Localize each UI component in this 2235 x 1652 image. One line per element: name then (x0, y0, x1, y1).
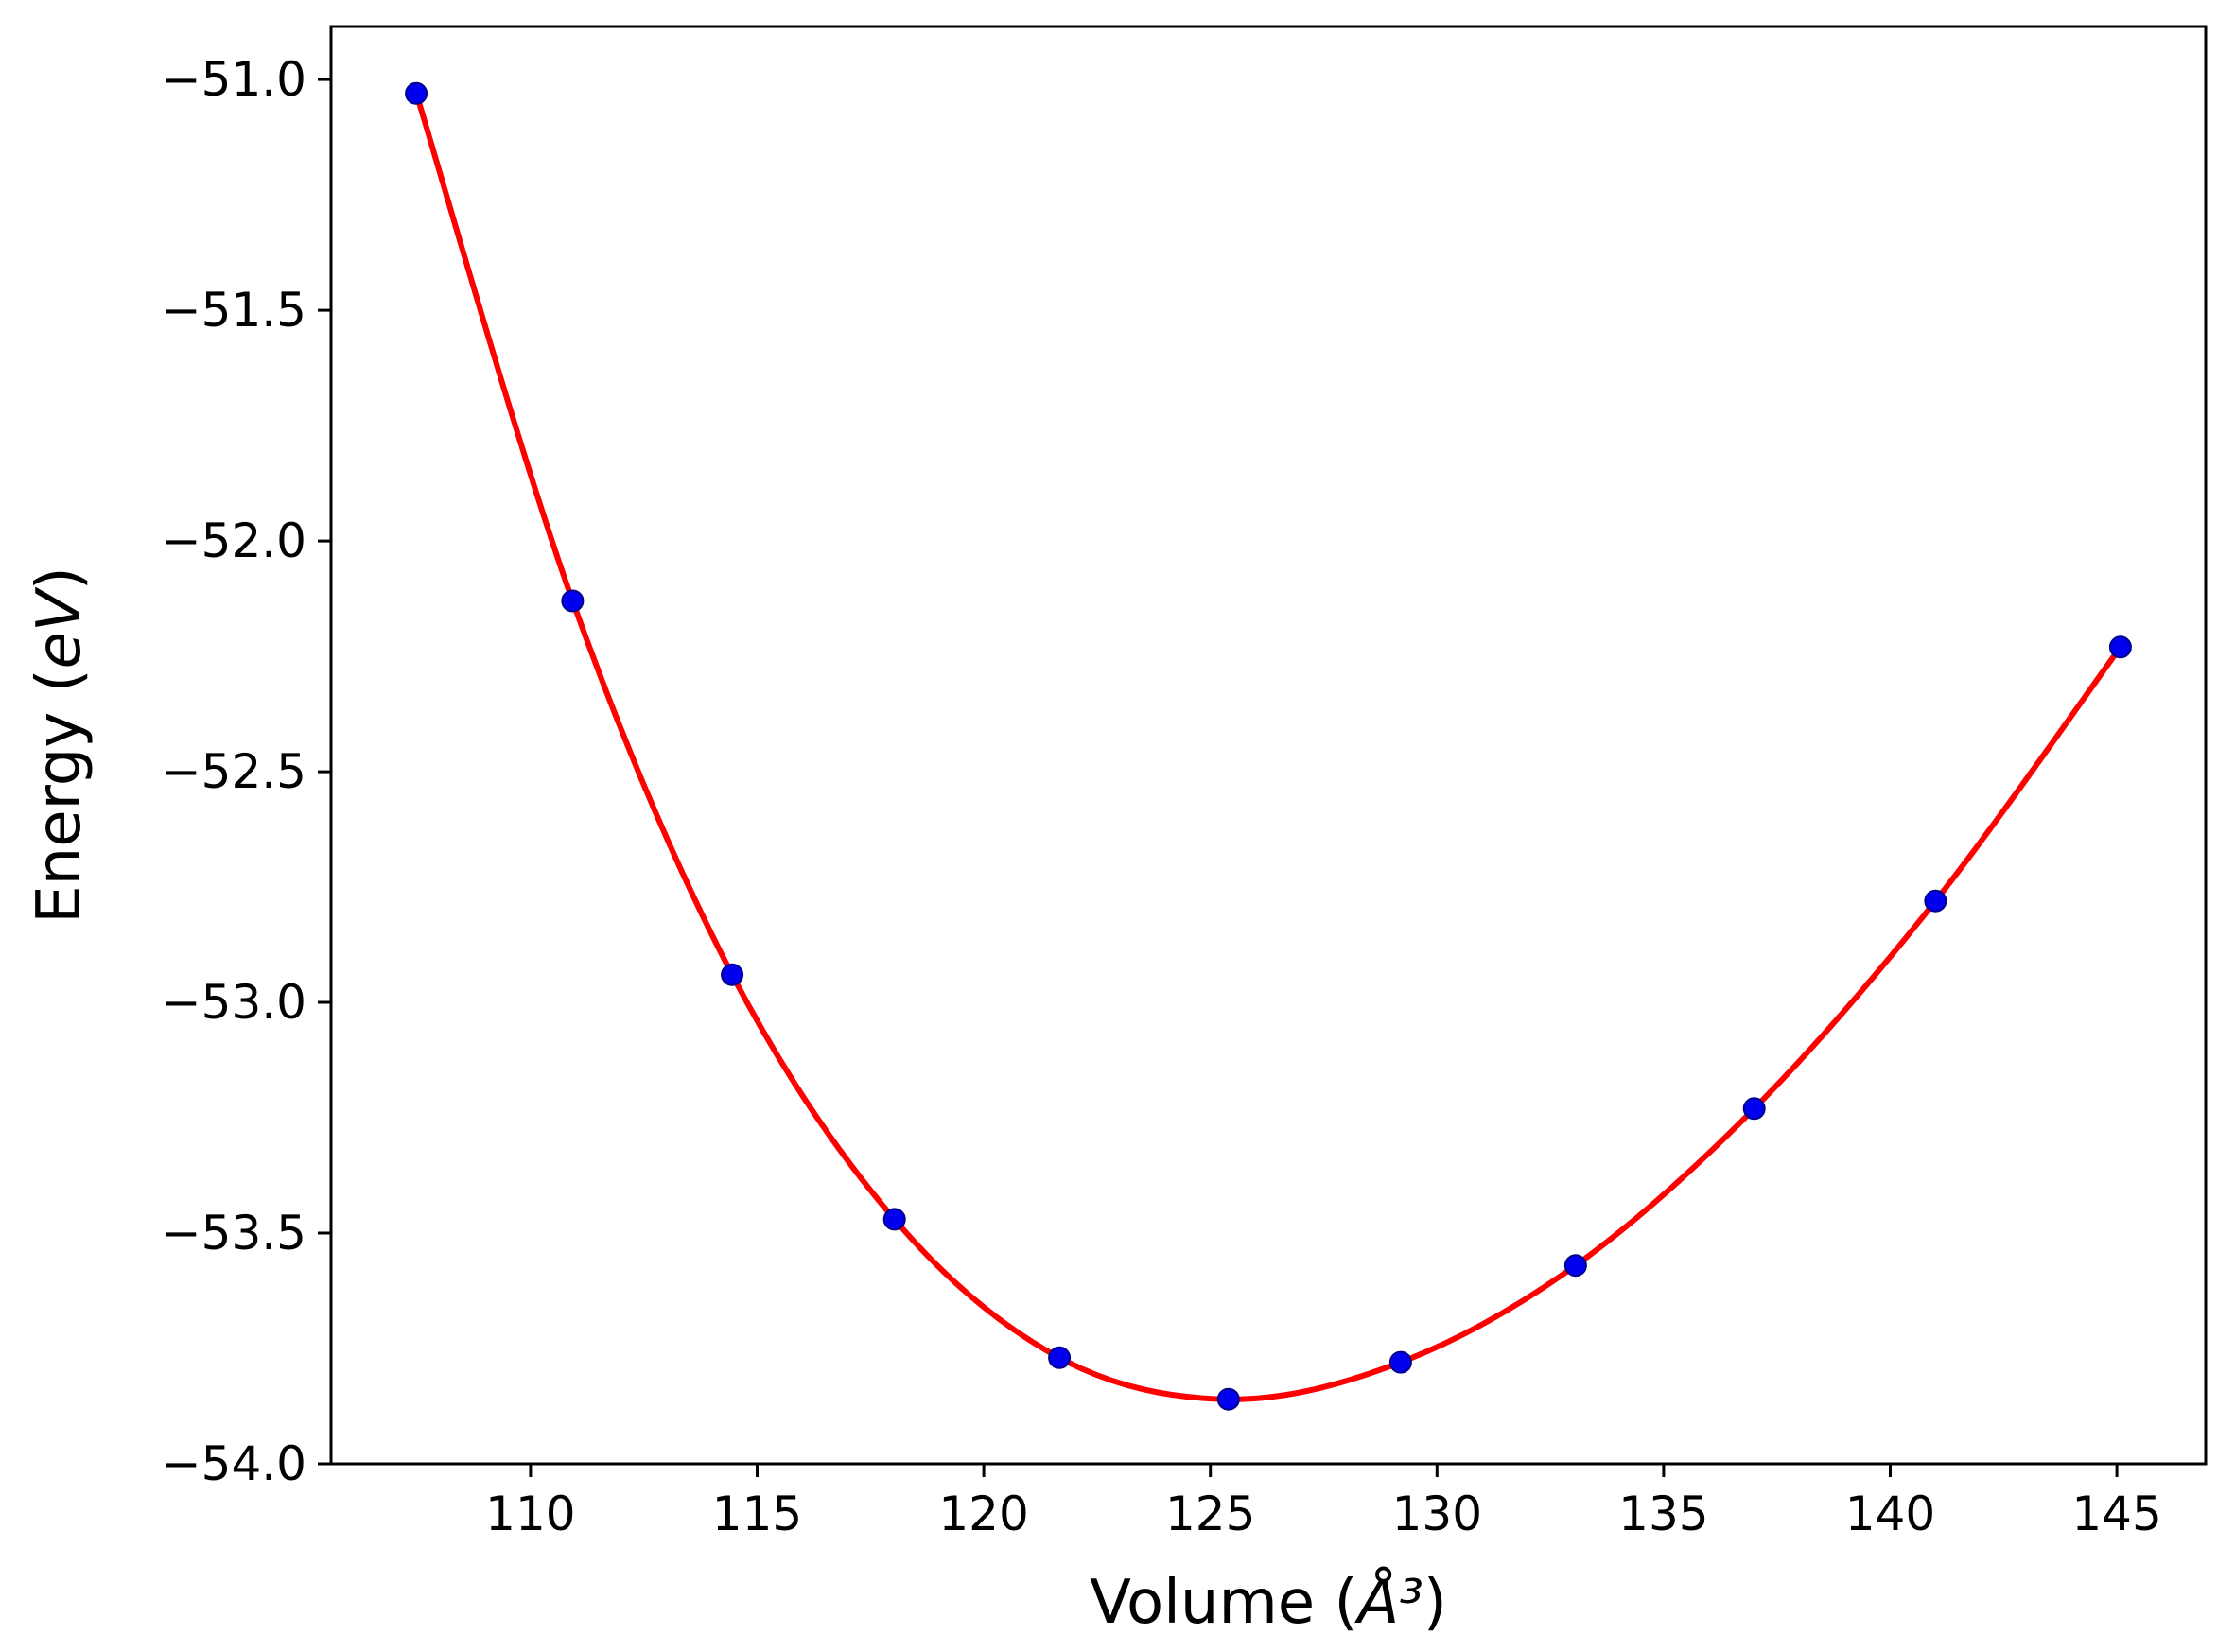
x-tick-label: 140 (1845, 1487, 1935, 1541)
data-point-marker (405, 81, 428, 105)
data-point-marker (1563, 1254, 1587, 1278)
data-point-marker (2108, 635, 2132, 659)
x-tick-label: 135 (1618, 1487, 1708, 1541)
data-point-marker (1388, 1350, 1412, 1374)
y-tick-label: −52.5 (162, 744, 306, 799)
x-tick-label: 145 (2071, 1487, 2161, 1541)
y-tick-label: −51.5 (162, 283, 306, 338)
x-tick-label: 120 (938, 1487, 1028, 1541)
plot-frame (329, 25, 2208, 1466)
data-point-marker (1742, 1097, 1766, 1121)
y-tick-label: −53.5 (162, 1206, 306, 1261)
y-tick-label: −52.0 (162, 513, 306, 568)
x-tick-label: 110 (485, 1487, 575, 1541)
data-point-marker (1924, 889, 1947, 913)
data-point-marker (1048, 1346, 1072, 1369)
data-point-marker (882, 1208, 906, 1231)
x-tick-label: 130 (1392, 1487, 1482, 1541)
data-point-marker (721, 963, 744, 986)
x-tick-label: 115 (712, 1487, 802, 1541)
x-axis-label: Volume (Å³) (1090, 1566, 1447, 1638)
x-tick-label: 125 (1165, 1487, 1255, 1541)
data-point-marker (1216, 1387, 1240, 1411)
y-tick-label: −51.0 (162, 52, 306, 107)
y-tick-label: −53.0 (162, 975, 306, 1030)
y-tick-label: −54.0 (162, 1436, 306, 1491)
y-axis-label: Energy (eV) (25, 566, 95, 924)
eos-fit-curve (413, 90, 2123, 1402)
data-point-marker (561, 589, 585, 613)
